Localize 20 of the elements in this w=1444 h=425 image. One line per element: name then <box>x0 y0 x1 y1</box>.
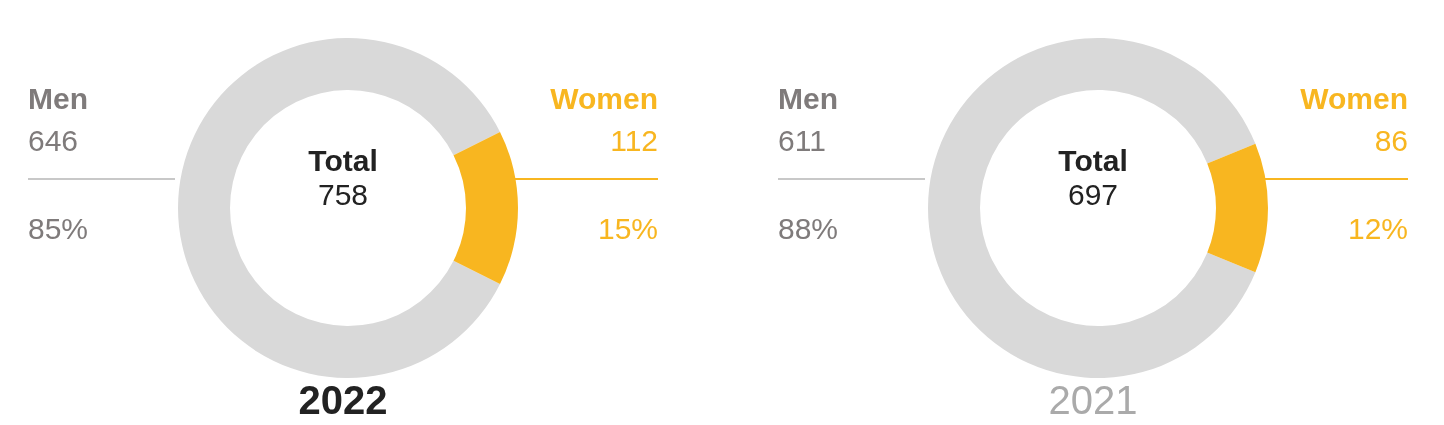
data-label: 646 <box>28 124 79 158</box>
text: 88% <box>778 212 839 246</box>
text: 2022 <box>297 378 389 423</box>
slice-label: Women <box>1300 82 1408 116</box>
text: Total <box>307 144 379 178</box>
data-label: 112 <box>610 124 658 158</box>
data-label: 86 <box>1374 124 1408 158</box>
text: 758 <box>316 178 370 212</box>
text: 85% <box>28 212 89 246</box>
donut-slice <box>928 38 1256 378</box>
text: 697 <box>1066 178 1120 212</box>
text: Total <box>1057 144 1129 178</box>
text: 15% <box>597 212 658 246</box>
data-label: 611 <box>778 124 826 158</box>
donut-slice <box>178 38 501 378</box>
slice-label: Men <box>28 82 88 116</box>
slice-label: Men <box>778 82 838 116</box>
slice-label: Women <box>550 82 658 116</box>
text: 12% <box>1347 212 1408 246</box>
text: 2021 <box>1047 378 1139 423</box>
